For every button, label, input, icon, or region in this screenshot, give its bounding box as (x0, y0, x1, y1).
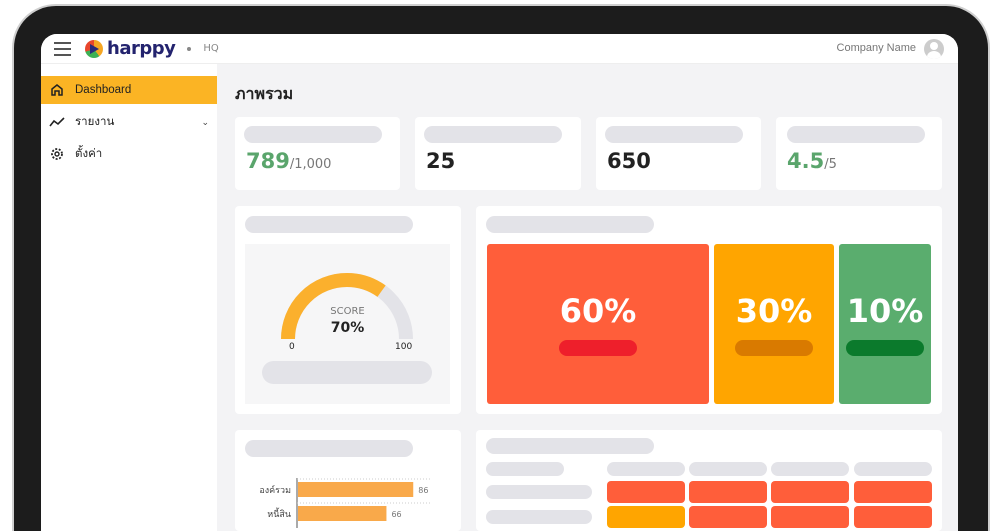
distribution-block[interactable]: 60% (487, 244, 709, 404)
gauge-card: SCORE 70% 0 100 (235, 206, 461, 414)
score-gauge (281, 273, 413, 340)
logo[interactable]: harppy (85, 38, 176, 59)
sidebar-item-reports[interactable]: รายงาน ⌄ (41, 108, 217, 136)
stat-card: 4.5/5 (776, 117, 942, 190)
heatmap-cell[interactable] (854, 506, 932, 528)
gauge-min: 0 (289, 342, 295, 352)
home-icon (49, 82, 65, 98)
sidebar-item-label: รายงาน (75, 116, 115, 128)
branch-label: HQ (203, 43, 219, 54)
gauge-value: 70% (330, 320, 365, 336)
stat-card: 789/1,000 (235, 117, 400, 190)
distribution-card: 60% 30% 10% (476, 206, 942, 414)
gauge-panel: SCORE 70% 0 100 (245, 244, 450, 404)
heatmap-cell[interactable] (771, 481, 849, 503)
sidebar-item-label: Dashboard (75, 84, 132, 96)
logo-icon (85, 39, 103, 58)
heatmap-cell[interactable] (689, 481, 767, 503)
sidebar-item-settings[interactable]: ตั้งค่า (41, 140, 217, 168)
bar-chart-card: องค์รวม 86 หนี้สิน 66 (235, 430, 461, 531)
gauge-max: 100 (395, 342, 413, 352)
gear-icon (49, 146, 65, 162)
stat-value: 25 (426, 149, 456, 173)
sidebar: Dashboard รายงาน ⌄ ตั้งค่า (41, 64, 217, 531)
screen: harppy HQ Company Name Dashboard รายงาน … (41, 34, 958, 531)
chart-line-icon (49, 114, 65, 130)
stat-value: 4.5/5 (787, 149, 837, 173)
bar-category-label: หนี้สิน (267, 507, 291, 520)
logo-text: harppy (107, 38, 176, 59)
bar-value-label: 86 (418, 486, 428, 495)
page-title: ภาพรวม (235, 84, 294, 103)
top-bar: harppy HQ Company Name (41, 34, 958, 64)
avatar[interactable] (924, 39, 944, 59)
heatmap-cell[interactable] (771, 506, 849, 528)
heatmap-cell[interactable] (607, 481, 685, 503)
main-content: ภาพรวม 789/1,000 25 650 4.5/5 SCORE 70% … (217, 64, 958, 531)
distribution-block[interactable]: 10% (839, 244, 931, 404)
distribution-block[interactable]: 30% (714, 244, 834, 404)
bar-category-label: องค์รวม (259, 484, 291, 496)
bar[interactable] (298, 482, 414, 497)
menu-icon[interactable] (54, 41, 71, 56)
separator-dot (187, 46, 192, 51)
company-name[interactable]: Company Name (836, 42, 916, 54)
sidebar-item-dashboard[interactable]: Dashboard (41, 76, 217, 104)
stat-value: 789/1,000 (246, 149, 332, 173)
chevron-down-icon[interactable]: ⌄ (201, 116, 209, 127)
stat-card: 650 (596, 117, 761, 190)
gauge-label: SCORE (330, 306, 365, 317)
heatmap-cell[interactable] (854, 481, 932, 503)
stat-value: 650 (607, 149, 651, 173)
heatmap-card (476, 430, 942, 531)
bar-value-label: 66 (391, 510, 401, 519)
bar[interactable] (298, 506, 387, 521)
stat-card: 25 (415, 117, 581, 190)
heatmap-cell[interactable] (689, 506, 767, 528)
bar-chart: องค์รวม 86 หนี้สิน 66 (259, 478, 431, 528)
sidebar-item-label: ตั้งค่า (75, 148, 103, 160)
heatmap-cell[interactable] (607, 506, 685, 528)
